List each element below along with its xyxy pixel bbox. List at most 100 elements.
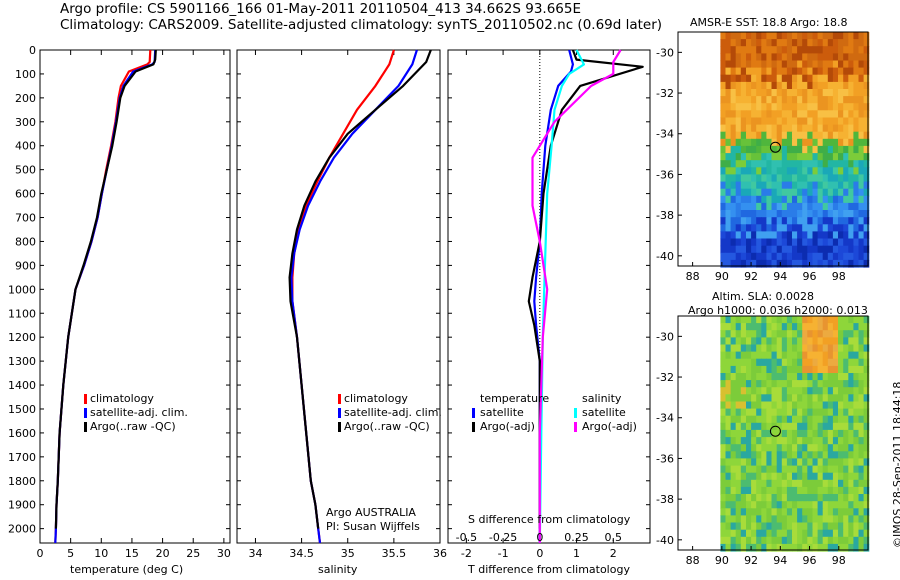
map-cell: [730, 365, 737, 374]
map-cell: [766, 145, 773, 154]
map-cell: [812, 465, 819, 474]
map-cell: [817, 174, 824, 183]
map-cell: [766, 465, 773, 474]
map-cell: [776, 501, 783, 509]
map-cell: [786, 145, 793, 154]
map-cell: [853, 501, 860, 509]
map-cell: [776, 259, 783, 268]
map-cell: [802, 501, 808, 509]
map-cell: [807, 46, 813, 54]
map-cell: [848, 365, 854, 374]
map-cell: [730, 422, 737, 431]
map-cell: [853, 387, 860, 395]
map-cell: [822, 153, 829, 161]
map-cell: [771, 387, 778, 395]
map-cell: [853, 344, 860, 353]
map-cell: [746, 536, 752, 545]
map-cell: [740, 373, 747, 381]
map-cell: [838, 351, 844, 360]
xtick-label-2-3: 1: [573, 547, 580, 560]
map-cell: [812, 408, 819, 417]
map-cell: [832, 387, 839, 395]
map-cell: [756, 110, 762, 118]
map-cell: [817, 437, 824, 445]
map-cell: [730, 259, 737, 268]
map-cell: [843, 103, 849, 111]
map-cell: [863, 167, 870, 175]
ytick-label-19: 1900: [8, 499, 36, 512]
diff-legend-temp-satellite: satellite: [480, 406, 524, 419]
map-cell: [781, 252, 788, 261]
map-cell: [766, 153, 773, 161]
map-cell: [776, 422, 783, 431]
map-cell: [858, 365, 865, 374]
map-cell: [807, 110, 813, 118]
map-cell: [797, 160, 803, 168]
map-cell: [766, 96, 773, 104]
map-cell: [786, 515, 793, 524]
map-cell: [838, 188, 844, 197]
map-cell: [761, 252, 767, 261]
map-cell: [751, 188, 757, 197]
map-cell: [740, 117, 747, 126]
map-cell: [797, 529, 803, 538]
map-cell: [725, 210, 732, 218]
map-cell: [822, 429, 829, 438]
map-cell: [817, 81, 824, 90]
map-cell: [817, 202, 824, 211]
map-cell: [781, 401, 788, 410]
map-cell: [843, 380, 849, 388]
map-cell: [792, 39, 798, 47]
map-xtick-label-4-1: 90: [715, 554, 729, 567]
map-cell: [853, 486, 860, 495]
map-cell: [735, 373, 742, 381]
map-cell: [781, 160, 788, 168]
map-cell: [792, 89, 798, 97]
map-cell: [832, 259, 839, 268]
map-cell: [766, 522, 773, 531]
map-cell: [761, 337, 767, 346]
ytick-label-15: 1500: [8, 403, 36, 416]
map-cell: [792, 252, 798, 261]
map-cell: [730, 437, 737, 445]
map-cell: [807, 330, 813, 338]
map-cell: [822, 351, 829, 360]
map-xtick-label-3-5: 98: [832, 270, 846, 283]
map-cell: [797, 188, 803, 197]
map-cell: [771, 444, 778, 452]
map-cell: [730, 330, 737, 338]
map-cell: [797, 522, 803, 531]
map-cell: [792, 444, 798, 452]
map-cell: [792, 501, 798, 509]
map-cell: [817, 131, 824, 140]
map-cell: [720, 422, 727, 431]
map-cell: [863, 494, 870, 502]
map-cell: [853, 103, 860, 111]
map-cell: [786, 408, 793, 417]
map-cell: [853, 408, 860, 417]
map-cell: [735, 501, 742, 509]
map-cell: [776, 437, 783, 445]
map-cell: [832, 195, 839, 204]
map-cell: [832, 365, 839, 374]
map-cell: [781, 437, 788, 445]
map-cell: [771, 451, 778, 459]
map-cell: [853, 429, 860, 438]
map-cell: [838, 344, 844, 353]
map-cell: [802, 387, 808, 395]
map-cell: [848, 96, 854, 104]
map-cell: [740, 465, 747, 474]
map-cell: [725, 472, 732, 481]
map-cell: [786, 444, 793, 452]
map-cell: [838, 316, 844, 324]
salinity-xlabel: salinity: [318, 563, 358, 576]
map-cell: [807, 117, 813, 126]
map-cell: [792, 210, 798, 218]
map-cell: [786, 238, 793, 247]
map-cell: [756, 408, 762, 417]
map-cell: [766, 32, 773, 40]
map-cell: [725, 167, 732, 175]
map-cell: [766, 67, 773, 76]
header-line1: Argo profile: CS 5901166_166 01-May-2011…: [60, 1, 581, 17]
map-cell: [848, 358, 854, 367]
